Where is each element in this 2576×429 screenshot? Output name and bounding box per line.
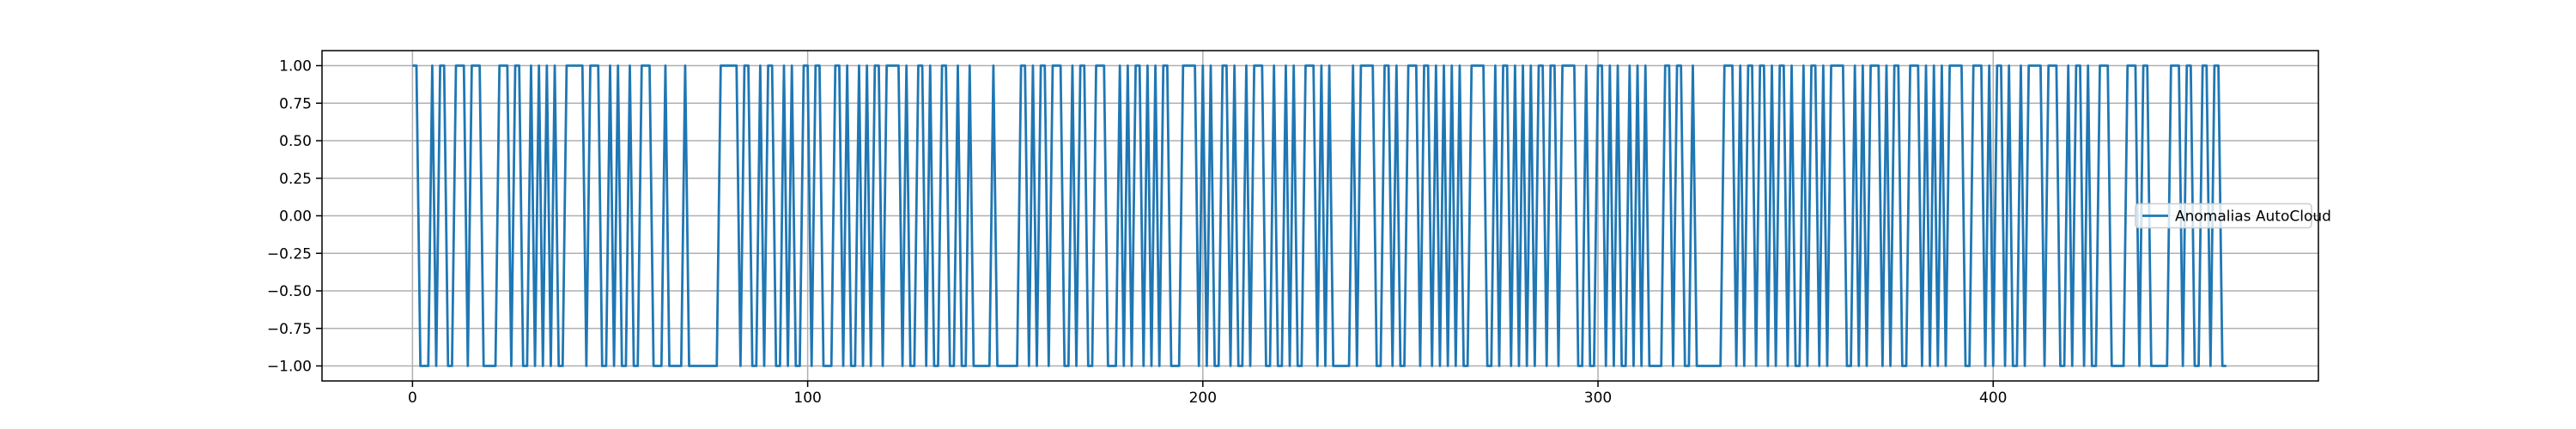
data-line (412, 64, 2227, 367)
y-tick-label: 0.00 (279, 208, 312, 226)
legend-label: Anomalias AutoCloud (2175, 208, 2331, 226)
y-tick-label: −0.50 (267, 283, 312, 300)
legend: Anomalias AutoCloud (2135, 202, 2331, 229)
y-tick-label: 0.75 (279, 95, 312, 112)
legend-box (2135, 202, 2312, 229)
x-tick-label: 400 (1979, 390, 2007, 407)
x-tick-label: 200 (1189, 390, 1217, 407)
y-tick-label: −0.25 (267, 245, 312, 263)
y-tick-label: −0.75 (267, 321, 312, 338)
y-tick-label: 0.50 (279, 133, 312, 150)
x-tick-label: 0 (408, 390, 417, 407)
x-tick-label: 100 (793, 390, 821, 407)
y-tick-label: 0.25 (279, 171, 312, 188)
x-tick-label: 300 (1584, 390, 1612, 407)
y-tick-label: −1.00 (267, 359, 312, 376)
y-tick-label: 1.00 (279, 58, 312, 76)
plot-frame (321, 50, 2319, 382)
